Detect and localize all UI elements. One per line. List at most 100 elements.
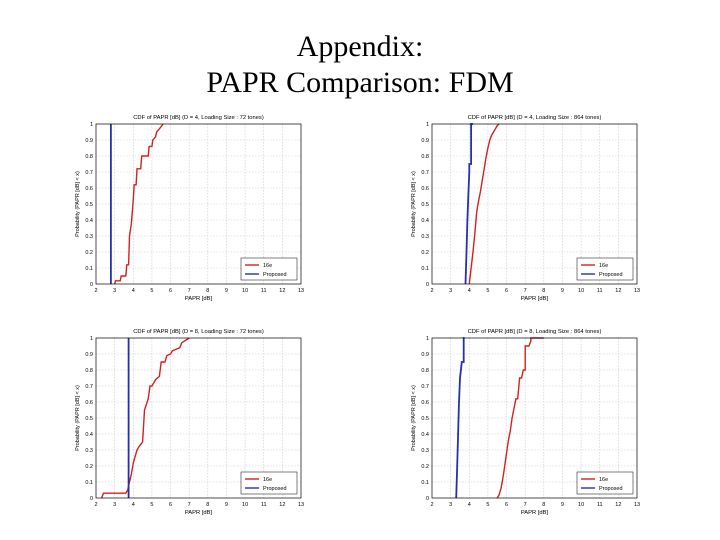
x-tick-label: 11 — [261, 288, 267, 294]
axes-frame — [431, 123, 638, 285]
x-tick-label: 13 — [634, 502, 640, 508]
x-tick-label: 7 — [524, 502, 527, 508]
y-tick-label: 0.3 — [421, 234, 429, 240]
x-tick-label: 6 — [169, 288, 172, 294]
x-axis-label: PAPR [dB] — [185, 510, 213, 516]
x-tick-label: 3 — [449, 288, 452, 294]
x-tick-label: 6 — [505, 288, 508, 294]
x-axis-label: PAPR [dB] — [185, 296, 213, 302]
x-tick-label: 4 — [468, 288, 471, 294]
x-tick-label: 5 — [486, 288, 489, 294]
chart-title: CDF of PAPR [dB] (D = 8, Loading Size : … — [133, 329, 264, 335]
series-line-16e — [100, 337, 190, 499]
y-tick-label: 0.1 — [85, 266, 93, 272]
y-tick-label: 0.9 — [85, 138, 93, 144]
x-tick-label: 13 — [634, 288, 640, 294]
x-tick-label: 10 — [242, 502, 248, 508]
x-tick-label: 13 — [298, 502, 304, 508]
y-tick-label: 0.1 — [421, 480, 429, 486]
y-tick-label: 0.8 — [421, 368, 429, 374]
legend-label: 16e — [599, 477, 608, 483]
x-tick-label: 10 — [578, 288, 584, 294]
axes-frame — [431, 337, 638, 499]
x-tick-label: 11 — [597, 502, 603, 508]
x-tick-label: 6 — [505, 502, 508, 508]
x-tick-label: 3 — [449, 502, 452, 508]
legend-label: Proposed — [599, 486, 623, 492]
legend-label: 16e — [263, 263, 272, 269]
x-tick-label: 11 — [597, 288, 603, 294]
y-tick-label: 0.6 — [85, 400, 93, 406]
axes-frame — [95, 337, 302, 499]
y-tick-label: 0.2 — [85, 464, 93, 470]
y-tick-label: 1 — [90, 122, 93, 128]
chart-title: CDF of PAPR [dB] (D = 8, Loading Size : … — [468, 329, 602, 335]
y-tick-label: 0.9 — [421, 138, 429, 144]
y-tick-label: 0.4 — [85, 432, 93, 438]
x-tick-label: 11 — [261, 502, 267, 508]
y-axis-label: Probability (PAPR [dB] < x) — [75, 385, 81, 451]
x-tick-label: 2 — [94, 502, 97, 508]
y-axis-label: Probability (PAPR [dB] < x) — [411, 171, 417, 237]
y-tick-label: 0.3 — [85, 234, 93, 240]
x-tick-label: 12 — [615, 502, 621, 508]
x-tick-label: 5 — [486, 502, 489, 508]
cdf-chart-top-left: 2 3 4 5 6 7 8 9 10 11 12 13 0 0.1 0.2 0.3 0.4 0.5 0.6 0.7 0.… — [75, 115, 304, 302]
y-axis-label: Probability (PAPR [dB] < x) — [411, 385, 417, 451]
slide-title-line-1: Appendix: — [296, 30, 424, 63]
chart-panel-bottom-left: 2 3 4 5 6 7 8 9 10 11 12 13 0 0.1 0.2 0.3 0.4 0.5 0.6 0.7 0.… — [72, 320, 307, 520]
legend-label: 16e — [263, 477, 272, 483]
y-tick-label: 1 — [426, 122, 429, 128]
y-tick-label: 0.1 — [85, 480, 93, 486]
x-tick-label: 12 — [279, 502, 285, 508]
y-axis-label: Probability (PAPR [dB] < x) — [75, 171, 81, 237]
y-tick-label: 0.4 — [421, 218, 429, 224]
x-tick-label: 10 — [578, 502, 584, 508]
x-tick-label: 4 — [132, 502, 135, 508]
x-tick-label: 7 — [524, 288, 527, 294]
chart-title: CDF of PAPR [dB] (D = 4, Loading Size : … — [468, 115, 602, 121]
y-tick-label: 0.7 — [421, 384, 429, 390]
y-tick-label: 0.2 — [421, 250, 429, 256]
legend-label: Proposed — [263, 486, 287, 492]
slide-title-line-2: PAPR Comparison: FDM — [206, 66, 514, 99]
x-tick-label: 4 — [132, 288, 135, 294]
x-tick-label: 3 — [113, 288, 116, 294]
y-tick-label: 0.2 — [421, 464, 429, 470]
x-tick-label: 12 — [279, 288, 285, 294]
x-tick-label: 9 — [225, 288, 228, 294]
y-tick-label: 0.5 — [85, 202, 93, 208]
legend-label: Proposed — [263, 272, 287, 278]
x-tick-label: 8 — [206, 288, 209, 294]
chart-title: CDF of PAPR [dB] (D = 4, Loading Size : … — [133, 115, 264, 121]
x-tick-label: 13 — [298, 288, 304, 294]
x-tick-label: 6 — [169, 502, 172, 508]
y-tick-label: 0.1 — [421, 266, 429, 272]
x-tick-label: 5 — [150, 288, 153, 294]
y-tick-label: 0.8 — [85, 368, 93, 374]
y-tick-label: 0.5 — [421, 202, 429, 208]
chart-panel-top-right: 2 3 4 5 6 7 8 9 10 11 12 13 0 0.1 0.2 0.3 0.4 0.5 0.6 0.7 0.… — [408, 106, 643, 306]
x-tick-label: 5 — [150, 502, 153, 508]
y-tick-label: 0 — [90, 282, 93, 288]
legend-label: Proposed — [599, 272, 623, 278]
x-tick-label: 9 — [561, 288, 564, 294]
y-tick-label: 0.7 — [85, 170, 93, 176]
y-tick-label: 0.6 — [85, 186, 93, 192]
chart-panel-bottom-right: 2 3 4 5 6 7 8 9 10 11 12 13 0 0.1 0.2 0.3 0.4 0.5 0.6 0.7 0.… — [408, 320, 643, 520]
y-tick-label: 0.9 — [85, 352, 93, 358]
x-tick-label: 4 — [468, 502, 471, 508]
axes-frame — [95, 123, 302, 285]
y-tick-label: 0.8 — [421, 154, 429, 160]
x-tick-label: 7 — [188, 502, 191, 508]
y-tick-label: 1 — [90, 336, 93, 342]
x-tick-label: 2 — [430, 288, 433, 294]
chart-panel-top-left: 2 3 4 5 6 7 8 9 10 11 12 13 0 0.1 0.2 0.3 0.4 0.5 0.6 0.7 0.… — [72, 106, 307, 306]
y-tick-label: 0.3 — [421, 448, 429, 454]
series-line-proposed — [455, 337, 465, 499]
series-line-16e — [468, 123, 500, 285]
y-tick-label: 0.5 — [85, 416, 93, 422]
y-tick-label: 0.3 — [85, 448, 93, 454]
x-tick-label: 3 — [113, 502, 116, 508]
y-tick-label: 0.8 — [85, 154, 93, 160]
